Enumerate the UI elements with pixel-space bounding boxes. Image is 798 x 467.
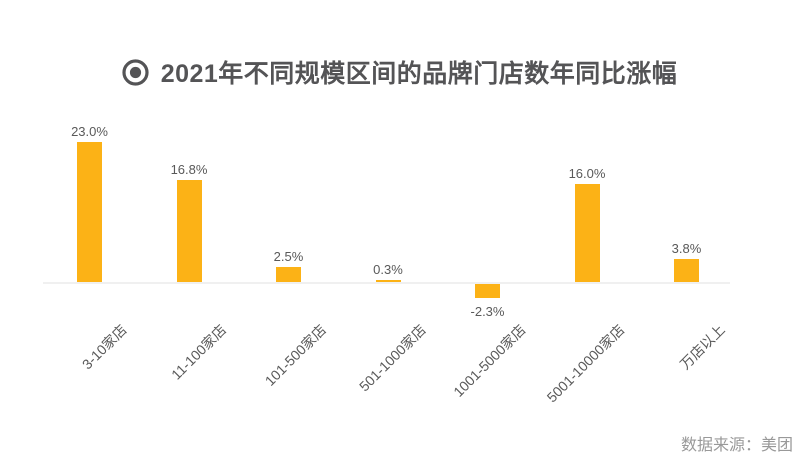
page-title: 2021年不同规模区间的品牌门店数年同比涨幅 [160, 60, 678, 88]
data-source-note: 数据来源：美团 [680, 437, 793, 454]
bar-value-label: 16.0% [568, 166, 606, 181]
bar-value-label: -2.3% [470, 304, 505, 319]
bar [475, 284, 500, 298]
x-axis-label: 101-500家店 [261, 321, 330, 389]
bar-value-label: 23.0% [71, 124, 108, 139]
x-axis-label: 3-10家店 [79, 321, 131, 373]
bar-value-label: 2.5% [273, 249, 304, 264]
bar [176, 180, 202, 282]
x-axis-line [43, 282, 730, 284]
chart-title-row: 2021年不同规模区间的品牌门店数年同比涨幅 [0, 54, 798, 90]
bar [574, 184, 600, 282]
x-axis-label: 11-100家店 [168, 321, 230, 383]
x-axis-label: 5001-10000家店 [543, 321, 628, 406]
bar-value-label: 0.3% [373, 262, 403, 277]
x-axis-label: 万店以上 [676, 321, 728, 373]
bar-value-label: 3.8% [671, 241, 702, 256]
bullseye-icon [122, 58, 149, 86]
bar [674, 259, 699, 282]
bar [375, 280, 401, 282]
bar-value-label: 16.8% [170, 162, 208, 177]
bar [77, 142, 102, 282]
x-axis-label: 501-1000家店 [355, 321, 429, 395]
bar [276, 267, 301, 282]
x-axis-label: 1001-5000家店 [449, 321, 529, 400]
